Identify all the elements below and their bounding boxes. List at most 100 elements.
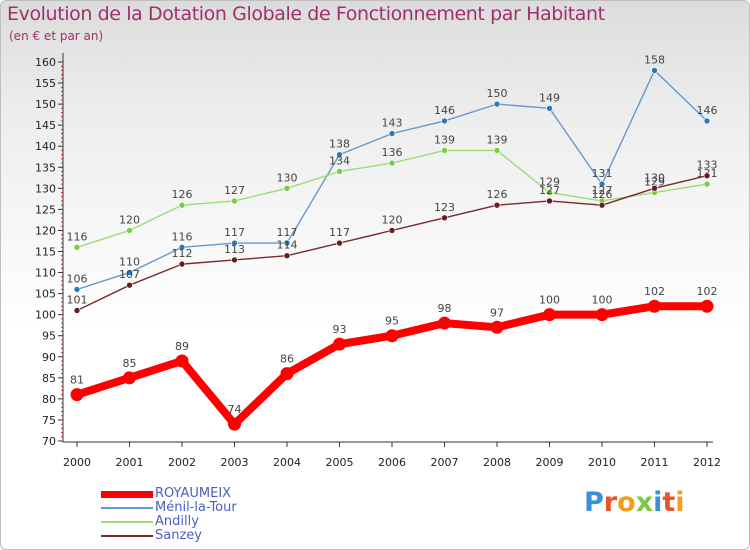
legend: ROYAUMEIX Ménil-la-Tour Andilly Sanzey	[101, 487, 237, 543]
brand-logo: Proxiti	[584, 487, 685, 518]
data-point-royaumeix	[438, 316, 451, 330]
legend-swatch	[101, 535, 153, 537]
brand-letter: i	[675, 487, 685, 518]
data-point-sanzey	[651, 185, 658, 192]
data-point-sanzey	[441, 214, 448, 222]
data-label-royaumeix: 98	[438, 302, 452, 315]
data-label-menil-la-tour: 117	[224, 226, 245, 239]
data-label-royaumeix: 81	[70, 374, 84, 387]
data-point-royaumeix	[228, 417, 241, 431]
data-point-andilly	[178, 201, 186, 209]
data-label-menil-la-tour: 116	[172, 230, 193, 243]
data-label-sanzey: 112	[172, 247, 193, 260]
y-tick-label: 95	[42, 330, 56, 343]
data-point-royaumeix	[648, 299, 661, 313]
legend-label: Andilly	[155, 514, 199, 529]
data-label-menil-la-tour: 149	[539, 91, 560, 104]
data-point-menil-la-tour	[493, 100, 501, 108]
data-label-royaumeix: 97	[490, 306, 504, 319]
x-tick-label: 2008	[483, 456, 511, 469]
data-point-menil-la-tour	[283, 239, 291, 247]
legend-swatch	[101, 490, 153, 498]
data-point-menil-la-tour	[598, 180, 606, 188]
data-label-menil-la-tour: 146	[434, 104, 455, 117]
data-point-menil-la-tour	[651, 67, 658, 74]
x-tick-label: 2004	[273, 456, 301, 469]
x-tick-label: 2011	[641, 456, 669, 469]
data-label-andilly: 130	[277, 171, 298, 184]
data-label-royaumeix: 86	[280, 353, 294, 366]
y-tick-label: 70	[42, 435, 56, 448]
data-label-sanzey: 117	[329, 226, 350, 239]
data-label-royaumeix: 93	[333, 323, 347, 336]
data-label-royaumeix: 85	[123, 357, 137, 370]
data-point-menil-la-tour	[231, 239, 238, 247]
data-label-sanzey: 126	[592, 188, 613, 201]
data-point-andilly	[546, 189, 553, 196]
data-label-royaumeix: 100	[539, 294, 560, 307]
data-point-royaumeix	[175, 354, 189, 368]
data-label-andilly: 126	[172, 188, 193, 201]
data-label-royaumeix: 89	[175, 340, 189, 353]
data-label-menil-la-tour: 150	[487, 87, 508, 100]
legend-swatch	[101, 507, 153, 509]
y-tick-label: 150	[35, 98, 56, 111]
data-label-sanzey: 133	[697, 159, 718, 172]
y-tick-label: 90	[42, 351, 56, 364]
legend-item: Sanzey	[101, 529, 237, 543]
data-label-andilly: 129	[644, 176, 665, 189]
brand-letter: o	[617, 487, 636, 518]
y-tick-label: 110	[35, 267, 56, 280]
data-point-sanzey	[283, 252, 291, 260]
legend-item: ROYAUMEIX	[101, 487, 237, 501]
data-point-sanzey	[546, 197, 553, 205]
x-tick-label: 2003	[221, 456, 249, 469]
y-tick-label: 130	[35, 182, 56, 195]
brand-letter: i	[653, 487, 663, 518]
data-point-andilly	[336, 168, 343, 175]
data-label-menil-la-tour: 106	[67, 272, 88, 285]
y-tick-label: 100	[35, 309, 56, 322]
data-point-menil-la-tour	[336, 151, 343, 158]
data-label-royaumeix: 74	[228, 403, 242, 416]
data-point-menil-la-tour	[546, 105, 553, 112]
data-label-andilly: 116	[67, 230, 88, 243]
legend-item: Andilly	[101, 515, 237, 529]
data-label-sanzey: 101	[67, 293, 88, 306]
data-point-menil-la-tour	[388, 130, 396, 137]
y-tick-label: 80	[42, 393, 56, 406]
data-label-royaumeix: 102	[644, 285, 665, 298]
y-tick-label: 75	[42, 414, 56, 427]
data-point-sanzey	[493, 201, 501, 209]
y-tick-label: 105	[35, 288, 56, 301]
data-point-sanzey	[388, 227, 396, 234]
y-tick-label: 140	[35, 140, 56, 153]
x-tick-label: 2012	[693, 456, 721, 469]
data-point-sanzey	[231, 256, 238, 264]
data-point-royaumeix	[490, 320, 504, 334]
legend-label: ROYAUMEIX	[155, 486, 232, 501]
data-point-royaumeix	[333, 337, 346, 351]
chart-subtitle: (en € et par an)	[9, 29, 104, 43]
y-tick-label: 125	[35, 203, 56, 216]
data-label-royaumeix: 100	[592, 294, 613, 307]
y-tick-label: 135	[35, 161, 56, 174]
y-tick-label: 120	[35, 224, 56, 237]
data-point-menil-la-tour	[126, 269, 133, 276]
data-label-andilly: 134	[329, 154, 350, 167]
x-tick-label: 2006	[378, 456, 406, 469]
data-point-sanzey	[336, 239, 343, 247]
data-point-andilly	[493, 147, 501, 154]
data-label-sanzey: 107	[119, 268, 140, 281]
y-tick-label: 115	[35, 246, 56, 259]
data-point-andilly	[441, 147, 448, 154]
data-label-andilly: 139	[487, 133, 508, 146]
data-label-menil-la-tour: 143	[382, 117, 403, 130]
y-tick-label: 85	[42, 372, 56, 385]
data-label-royaumeix: 95	[385, 315, 399, 328]
data-point-andilly	[231, 197, 238, 205]
data-point-menil-la-tour	[441, 117, 448, 125]
data-label-sanzey: 120	[382, 213, 403, 226]
